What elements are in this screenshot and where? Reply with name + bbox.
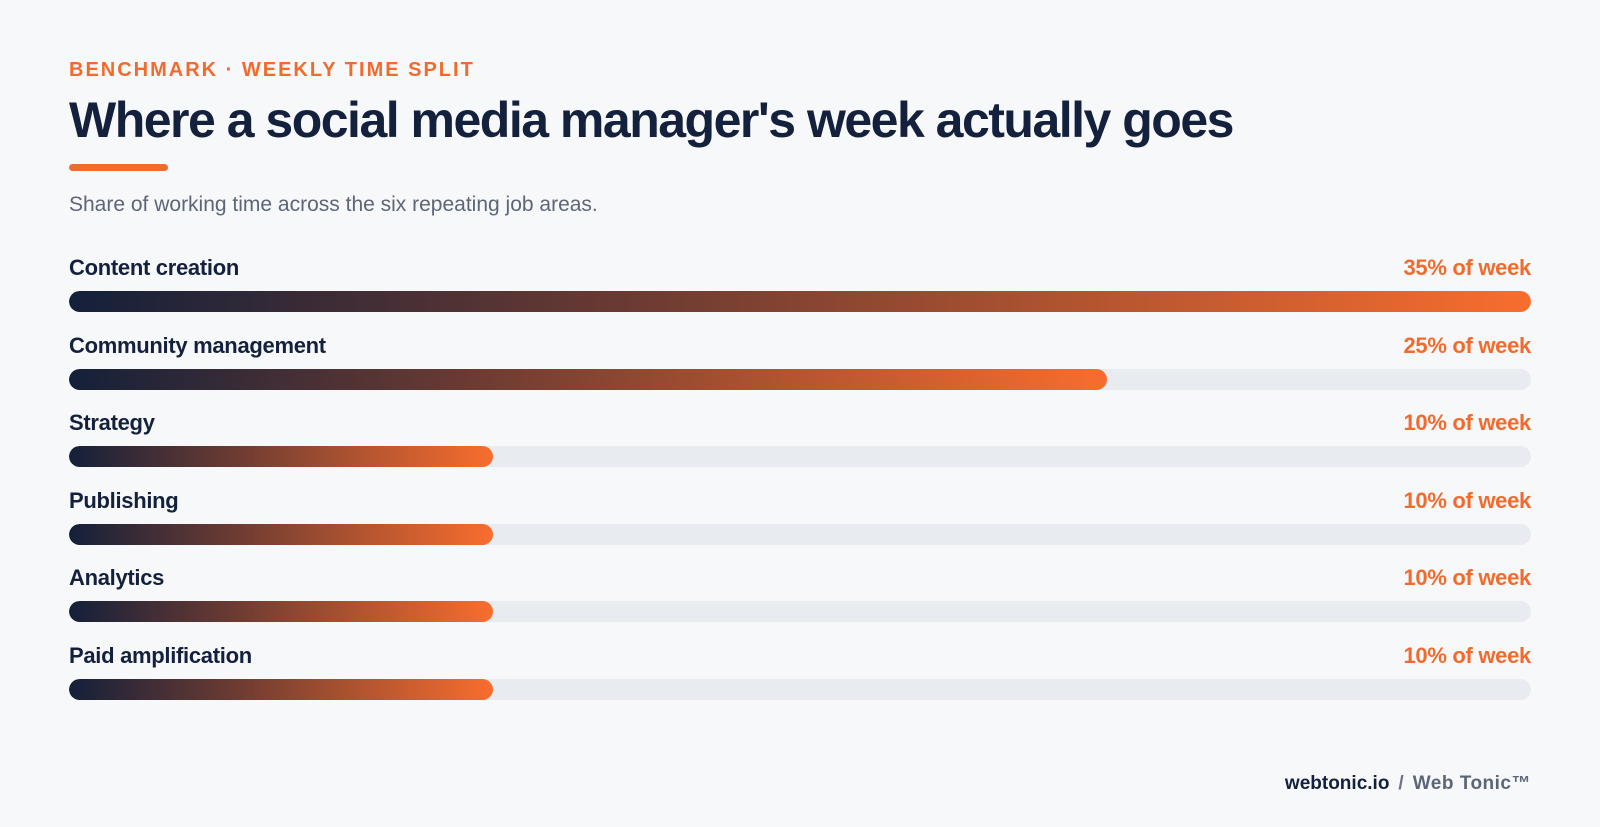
- bar-value-label: 10% of week: [1403, 410, 1531, 435]
- chart-card: BENCHMARK · WEEKLY TIME SPLIT Where a so…: [69, 58, 1531, 720]
- bar-row: Community management 25% of week: [69, 333, 1531, 411]
- bar-category-label: Paid amplification: [69, 642, 252, 668]
- footer-domain: webtonic.io: [1284, 773, 1390, 794]
- bar-row: Analytics 10% of week: [69, 565, 1531, 643]
- bar-track: [69, 601, 1531, 622]
- bar-fill: [69, 601, 493, 622]
- bar-row: Paid amplification 10% of week: [69, 643, 1531, 721]
- bar-row-header: Paid amplification 10% of week: [69, 643, 1531, 679]
- footer-brand: Web Tonic™: [1412, 773, 1531, 794]
- bar-fill: [69, 678, 493, 700]
- bar-row-header: Analytics 10% of week: [69, 565, 1531, 601]
- bar-category-label: Analytics: [69, 565, 165, 590]
- bar-category-label: Community management: [69, 332, 326, 358]
- bar-fill: [69, 291, 1531, 312]
- bar-row-header: Content creation 35% of week: [69, 255, 1531, 291]
- bar-category-label: Content creation: [69, 255, 239, 280]
- bar-value-label: 10% of week: [1403, 642, 1531, 668]
- bar-row: Publishing 10% of week: [69, 488, 1531, 566]
- bar-track: [69, 446, 1531, 467]
- bar-row-header: Publishing 10% of week: [69, 488, 1531, 524]
- bar-row-header: Community management 25% of week: [69, 333, 1531, 369]
- bar-category-label: Publishing: [69, 487, 179, 513]
- bar-rows: Content creation 35% of week Community man…: [69, 255, 1531, 720]
- bar-value-label: 10% of week: [1403, 487, 1531, 513]
- bar-row-header: Strategy 10% of week: [69, 410, 1531, 446]
- bar-track: [69, 523, 1531, 545]
- footer-credit: webtonic.io / Web Tonic™: [1285, 772, 1531, 796]
- bar-value-label: 25% of week: [1403, 332, 1531, 358]
- bar-track: [69, 291, 1531, 312]
- eyebrow-label: BENCHMARK · WEEKLY TIME SPLIT: [69, 59, 475, 81]
- bar-category-label: Strategy: [69, 410, 155, 435]
- bar-fill: [69, 523, 493, 545]
- bar-row: Strategy 10% of week: [69, 410, 1531, 488]
- bar-fill: [69, 368, 1108, 390]
- footer-separator: /: [1398, 773, 1404, 794]
- chart-subtitle: Share of working time across the six rep…: [69, 193, 598, 216]
- bar-value-label: 35% of week: [1403, 255, 1531, 280]
- bar-track: [69, 678, 1531, 700]
- bar-fill: [69, 446, 493, 467]
- bar-track: [69, 368, 1531, 390]
- bar-value-label: 10% of week: [1403, 565, 1531, 590]
- title-accent-rule: [69, 164, 168, 171]
- bar-row: Content creation 35% of week: [69, 255, 1531, 333]
- chart-title: Where a social media manager's week actu…: [69, 92, 1234, 148]
